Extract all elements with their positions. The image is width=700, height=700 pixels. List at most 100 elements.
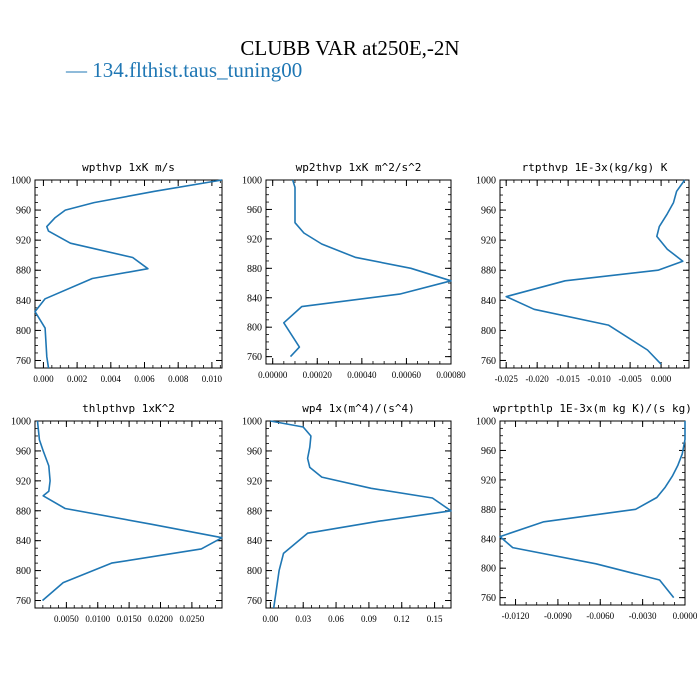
y-tick-label: 960 — [16, 446, 31, 457]
series-line — [270, 420, 452, 609]
y-tick-label: 800 — [481, 564, 496, 575]
x-tick-label: -0.010 — [588, 374, 612, 384]
y-tick-label: 840 — [247, 293, 262, 304]
plot-frame — [499, 420, 686, 606]
y-tick-label: 920 — [481, 236, 496, 247]
legend-entry: — 134.flthist.taus_tuning00 — [66, 58, 302, 83]
x-tick-label: 0.12 — [394, 614, 410, 624]
y-tick-label: 920 — [247, 234, 262, 245]
series-line — [282, 179, 452, 358]
y-tick-label: 800 — [16, 566, 31, 577]
y-tick-label: 960 — [247, 446, 262, 457]
panel-title: wp4 1x(m^4)/(s^4) — [302, 402, 415, 415]
y-tick-label: 840 — [16, 296, 31, 307]
x-tick-label: -0.0060 — [586, 611, 614, 621]
y-tick-label: 800 — [16, 326, 31, 337]
y-tick-label: 880 — [16, 506, 31, 517]
x-tick-label: 0.002 — [67, 374, 87, 384]
y-tick-label: 1000 — [242, 417, 262, 428]
x-tick-label: 0.00 — [263, 614, 279, 624]
y-tick-label: 880 — [481, 505, 496, 516]
panel-wp4: wp4 1x(m^4)/(s^4) 760 800 840 880 920 960 1000 0… — [242, 402, 452, 624]
y-tick-label: 760 — [481, 593, 496, 604]
series-line — [505, 179, 686, 365]
x-tick-label: 0.0250 — [180, 614, 205, 624]
legend-label: 134.flthist.taus_tuning00 — [92, 58, 303, 82]
panel-title: rtpthvp 1E-3x(kg/kg) K — [522, 161, 668, 174]
y-tick-label: 920 — [481, 475, 496, 486]
x-tick-label: -0.025 — [495, 374, 519, 384]
x-tick-label: -0.0120 — [502, 611, 530, 621]
panel-thlpthvp: thlpthvp 1xK^2 760 800 840 880 920 960 1000 0.00… — [11, 402, 223, 624]
y-tick-label: 760 — [247, 352, 262, 363]
x-tick-label: 0.0100 — [85, 614, 110, 624]
y-tick-label: 760 — [16, 596, 31, 607]
plot-frame — [34, 179, 223, 369]
x-tick-label: -0.0090 — [544, 611, 572, 621]
y-tick-label: 840 — [247, 536, 262, 547]
x-tick-label: 0.00020 — [303, 370, 333, 380]
y-tick-label: 1000 — [476, 176, 496, 187]
y-tick-label: 840 — [481, 534, 496, 545]
y-tick-label: 960 — [481, 206, 496, 217]
panel-title: wpthvp 1xK m/s — [82, 161, 175, 174]
panel-title: wprtpthlp 1E-3x(m kg K)/(s kg) — [493, 402, 692, 415]
y-tick-label: 760 — [16, 356, 31, 367]
x-tick-label: 0.15 — [427, 614, 443, 624]
y-tick-label: 960 — [16, 206, 31, 217]
y-tick-label: 920 — [247, 476, 262, 487]
panel-title: thlpthvp 1xK^2 — [82, 402, 175, 415]
y-tick-label: 800 — [247, 323, 262, 334]
x-tick-label: 0.008 — [168, 374, 189, 384]
legend-line: — — [66, 58, 93, 82]
y-tick-label: 760 — [481, 356, 496, 367]
y-tick-label: 1000 — [11, 417, 31, 428]
plot-frame — [265, 179, 452, 365]
x-tick-label: 0.000 — [651, 374, 672, 384]
y-tick-label: 1000 — [476, 417, 496, 428]
x-tick-label: 0.004 — [101, 374, 122, 384]
x-tick-label: -0.005 — [619, 374, 643, 384]
y-tick-label: 960 — [247, 205, 262, 216]
x-tick-label: 0.000 — [33, 374, 54, 384]
x-tick-label: 0.0150 — [117, 614, 142, 624]
x-tick-label: 0.0050 — [54, 614, 79, 624]
x-tick-label: 0.03 — [295, 614, 311, 624]
panel-wp2thvp: wp2thvp 1xK m^2/s^2 760 800 840 880 920 960 100… — [242, 161, 466, 380]
plot-frame — [34, 420, 223, 609]
y-tick-label: 880 — [16, 266, 31, 277]
panel-wprtpthlp: wprtpthlp 1E-3x(m kg K)/(s kg) 760 800 840 8… — [476, 402, 698, 621]
x-tick-label: 0.00060 — [392, 370, 422, 380]
x-tick-label: -0.020 — [526, 374, 550, 384]
x-tick-label: 0.0000 — [673, 611, 698, 621]
y-tick-label: 880 — [247, 264, 262, 275]
y-tick-label: 1000 — [11, 176, 31, 187]
x-tick-label: 0.006 — [134, 374, 155, 384]
y-tick-label: 800 — [247, 566, 262, 577]
y-tick-label: 920 — [16, 476, 31, 487]
series-line — [34, 179, 223, 369]
y-tick-label: 1000 — [242, 176, 262, 187]
series-line — [499, 421, 686, 599]
x-tick-label: 0.09 — [361, 614, 377, 624]
plot-frame — [499, 179, 690, 369]
panel-title: wp2thvp 1xK m^2/s^2 — [296, 161, 422, 174]
page-title: CLUBB VAR at250E,-2N — [240, 36, 460, 60]
x-tick-label: -0.0030 — [629, 611, 657, 621]
x-tick-label: 0.00040 — [347, 370, 377, 380]
x-tick-label: 0.0200 — [148, 614, 173, 624]
panel-rtpthvp: rtpthvp 1E-3x(kg/kg) K 760 800 840 880 920 960… — [476, 161, 690, 384]
x-tick-label: -0.015 — [557, 374, 581, 384]
y-tick-label: 960 — [481, 446, 496, 457]
x-tick-label: 0.00080 — [436, 370, 466, 380]
plot-frame — [265, 420, 452, 609]
y-tick-label: 880 — [247, 506, 262, 517]
panel-wpthvp: wpthvp 1xK m/s 760 800 840 880 920 960 1000 0.00… — [11, 161, 223, 384]
y-tick-label: 880 — [481, 266, 496, 277]
y-tick-label: 920 — [16, 236, 31, 247]
y-tick-label: 800 — [481, 326, 496, 337]
x-tick-label: 0.010 — [202, 374, 223, 384]
x-tick-label: 0.00000 — [258, 370, 288, 380]
y-tick-label: 840 — [481, 296, 496, 307]
y-tick-label: 760 — [247, 596, 262, 607]
